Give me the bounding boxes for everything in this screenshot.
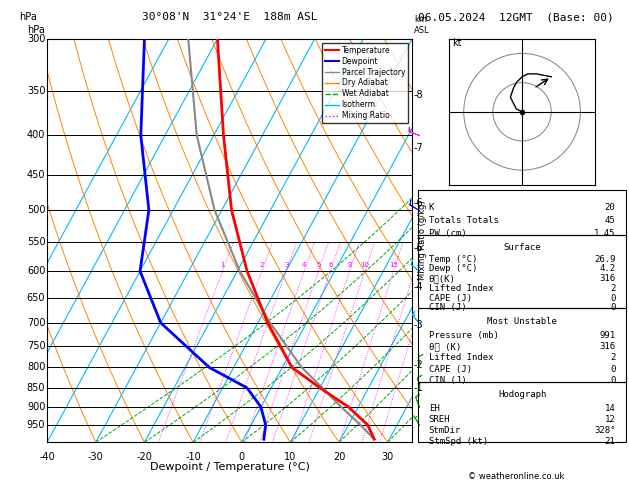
Text: 30°08'N  31°24'E  188m ASL: 30°08'N 31°24'E 188m ASL (142, 12, 318, 22)
Text: θᴄ (K): θᴄ (K) (429, 342, 461, 351)
Text: 10: 10 (360, 262, 369, 268)
Text: 500: 500 (27, 205, 45, 215)
Text: 1.45: 1.45 (594, 228, 615, 238)
Text: 3: 3 (284, 262, 289, 268)
Text: K: K (429, 203, 434, 211)
Text: CIN (J): CIN (J) (429, 303, 466, 312)
Text: -2: -2 (414, 361, 423, 370)
Text: 14: 14 (604, 404, 615, 413)
Bar (418, 190, 626, 235)
Text: StmSpd (kt): StmSpd (kt) (429, 437, 487, 446)
Text: 0: 0 (610, 303, 615, 312)
Text: -20: -20 (136, 452, 152, 462)
Text: 21: 21 (604, 437, 615, 446)
Text: 800: 800 (27, 363, 45, 372)
Text: 12: 12 (604, 415, 615, 424)
Text: 316: 316 (599, 274, 615, 283)
Text: 991: 991 (599, 331, 615, 340)
Text: 0: 0 (610, 294, 615, 303)
Text: Temp (°C): Temp (°C) (429, 255, 477, 263)
Text: 1: 1 (220, 262, 225, 268)
Text: hPa: hPa (28, 25, 45, 35)
Text: Hodograph: Hodograph (498, 390, 546, 399)
Text: 0: 0 (610, 376, 615, 385)
Text: 700: 700 (27, 318, 45, 328)
Text: -3: -3 (414, 320, 423, 330)
Text: 300: 300 (27, 34, 45, 44)
Text: Totals Totals: Totals Totals (429, 215, 499, 225)
Text: 20: 20 (333, 452, 345, 462)
Text: -40: -40 (39, 452, 55, 462)
Text: Lifted Index: Lifted Index (429, 353, 493, 363)
Text: Pressure (mb): Pressure (mb) (429, 331, 499, 340)
Text: StmDir: StmDir (429, 426, 461, 434)
Text: 6: 6 (328, 262, 333, 268)
Text: 316: 316 (599, 342, 615, 351)
Text: -10: -10 (185, 452, 201, 462)
Text: -7: -7 (414, 142, 423, 153)
Text: -5: -5 (414, 243, 423, 253)
Text: 30: 30 (382, 452, 394, 462)
Text: 0: 0 (238, 452, 245, 462)
Text: 15: 15 (389, 262, 398, 268)
Text: -1: -1 (414, 383, 423, 393)
Text: hPa: hPa (19, 12, 36, 22)
Text: PW (cm): PW (cm) (429, 228, 466, 238)
Text: θᴄ(K): θᴄ(K) (429, 274, 455, 283)
Text: km
ASL: km ASL (414, 16, 430, 35)
Bar (418, 308, 626, 382)
Text: 06.05.2024  12GMT  (Base: 00): 06.05.2024 12GMT (Base: 00) (418, 12, 614, 22)
Text: 750: 750 (26, 341, 45, 351)
Text: CAPE (J): CAPE (J) (429, 294, 472, 303)
Text: 950: 950 (27, 420, 45, 430)
Text: kt: kt (452, 38, 462, 48)
Text: Dewp (°C): Dewp (°C) (429, 264, 477, 273)
Text: 2: 2 (610, 284, 615, 293)
Text: SREH: SREH (429, 415, 450, 424)
Text: 900: 900 (27, 402, 45, 412)
Text: -6: -6 (414, 198, 423, 208)
Text: 2: 2 (610, 353, 615, 363)
Text: 550: 550 (26, 237, 45, 247)
Text: © weatheronline.co.uk: © weatheronline.co.uk (467, 472, 564, 481)
Text: 2: 2 (260, 262, 264, 268)
Legend: Temperature, Dewpoint, Parcel Trajectory, Dry Adiabat, Wet Adiabat, Isotherm, Mi: Temperature, Dewpoint, Parcel Trajectory… (322, 43, 408, 123)
Text: -30: -30 (88, 452, 104, 462)
Text: 26.9: 26.9 (594, 255, 615, 263)
X-axis label: Dewpoint / Temperature (°C): Dewpoint / Temperature (°C) (150, 462, 309, 472)
Text: Surface: Surface (503, 243, 541, 252)
Text: 45: 45 (604, 215, 615, 225)
Text: 850: 850 (27, 383, 45, 393)
Text: -8: -8 (414, 90, 423, 100)
Text: EH: EH (429, 404, 440, 413)
Bar (418, 382, 626, 442)
Text: 8: 8 (347, 262, 352, 268)
Text: Lifted Index: Lifted Index (429, 284, 493, 293)
Text: 0: 0 (610, 364, 615, 374)
Text: 10: 10 (284, 452, 296, 462)
Text: Mixing Ratio (g/kg): Mixing Ratio (g/kg) (418, 201, 427, 280)
Bar (418, 235, 626, 308)
Text: -4: -4 (414, 282, 423, 293)
Text: CIN (J): CIN (J) (429, 376, 466, 385)
Text: 450: 450 (27, 170, 45, 180)
Text: 350: 350 (27, 86, 45, 96)
Text: Most Unstable: Most Unstable (487, 317, 557, 326)
Text: 4.2: 4.2 (599, 264, 615, 273)
Text: 650: 650 (27, 293, 45, 303)
Text: 328°: 328° (594, 426, 615, 434)
Text: 5: 5 (316, 262, 321, 268)
Text: 400: 400 (27, 130, 45, 140)
Text: 20: 20 (604, 203, 615, 211)
Text: CAPE (J): CAPE (J) (429, 364, 472, 374)
Text: 600: 600 (27, 266, 45, 276)
Text: 4: 4 (302, 262, 306, 268)
